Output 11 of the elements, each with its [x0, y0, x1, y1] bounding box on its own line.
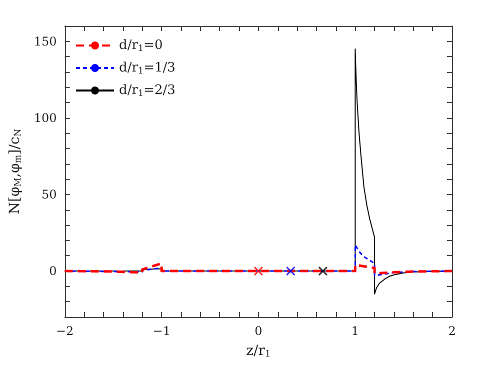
x-tick-label: 1	[351, 324, 360, 338]
x-tick-label: −2	[56, 324, 74, 338]
y-axis-title: N[φM,φm]/cN	[7, 128, 24, 214]
y-tick-label: 0	[49, 264, 57, 278]
y-tick-label: 50	[42, 187, 57, 202]
x-tick-label: −1	[152, 324, 170, 338]
line-series	[64, 262, 454, 275]
y-tick-label: 100	[34, 110, 57, 125]
x-tick-label: 2	[448, 324, 456, 338]
x-tick-label: 0	[254, 324, 262, 338]
y-tick-label: 150	[34, 34, 57, 48]
